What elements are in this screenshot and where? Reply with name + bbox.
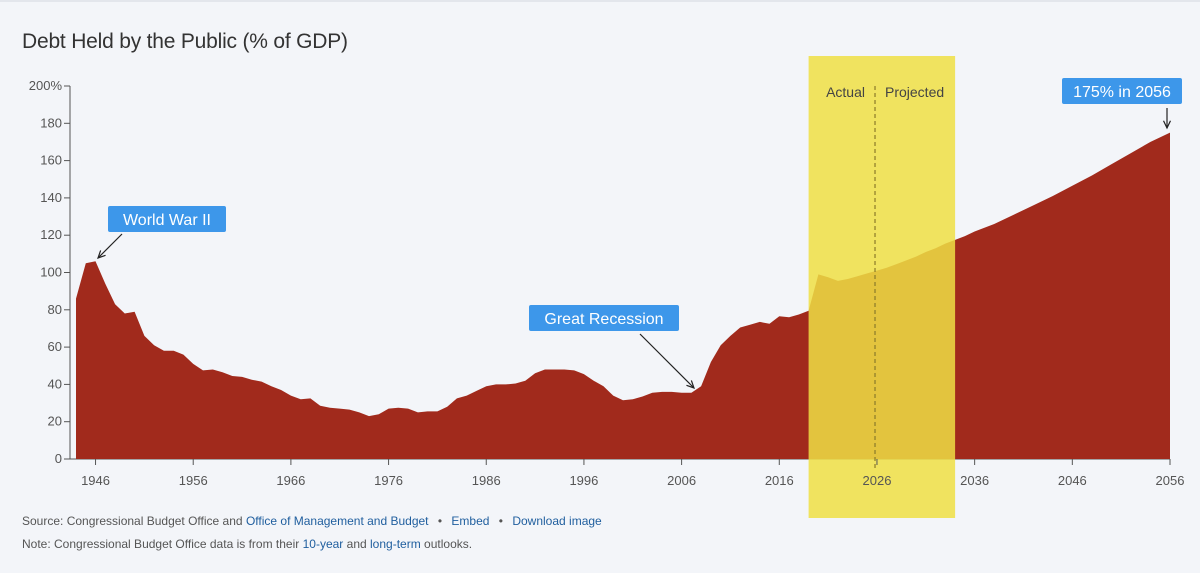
y-tick-label: 140: [40, 190, 62, 205]
projected-label: Projected: [885, 84, 944, 100]
download-image-link[interactable]: Download image: [512, 514, 602, 528]
world-war-ii-annotation-label: World War II: [123, 212, 211, 229]
y-tick-label: 20: [48, 414, 62, 429]
ten-year-link[interactable]: 10-year: [302, 537, 344, 551]
note-and-text: and: [346, 537, 367, 551]
y-tick-label: 80: [48, 302, 62, 317]
peak-2056-annotation-box: [1062, 78, 1182, 104]
embed-link[interactable]: Embed: [451, 514, 490, 528]
omb-link[interactable]: Office of Management and Budget: [245, 514, 429, 528]
great-recession-annotation-arrowhead: [686, 380, 695, 389]
x-tick-label: 2056: [1156, 473, 1185, 488]
x-tick-label: 2006: [667, 473, 696, 488]
x-tick-label: 2026: [863, 473, 892, 488]
x-tick-label: 1986: [472, 473, 501, 488]
peak-2056-annotation-label: 175% in 2056: [1073, 84, 1171, 101]
great-recession-annotation-arrow: [639, 333, 695, 389]
source-text: Source: Congressional Budget Office and: [22, 514, 243, 528]
y-tick-label: 200%: [29, 78, 63, 93]
x-tick-label: 2046: [1058, 473, 1087, 488]
note-text: Note: Congressional Budget Office data i…: [22, 537, 300, 551]
top-divider: [0, 0, 1200, 2]
source-line: Source: Congressional Budget Office and …: [22, 514, 602, 528]
world-war-ii-annotation-arrow: [97, 233, 123, 259]
great-recession-annotation-box: [529, 305, 679, 331]
y-tick-label: 120: [40, 227, 62, 242]
debt-area-series: [76, 132, 1170, 459]
world-war-ii-annotation-box: [108, 206, 226, 232]
long-term-link[interactable]: long-term: [370, 537, 421, 551]
actual-label: Actual: [826, 84, 865, 100]
note-line: Note: Congressional Budget Office data i…: [22, 537, 472, 551]
y-tick-label: 60: [48, 339, 62, 354]
projection-highlight-band: [808, 56, 956, 518]
y-tick-label: 100: [40, 265, 62, 280]
y-tick-label: 180: [40, 115, 62, 130]
x-tick-label: 2036: [960, 473, 989, 488]
separator-dot: •: [498, 514, 503, 528]
x-tick-label: 1956: [179, 473, 208, 488]
x-tick-label: 2016: [765, 473, 794, 488]
x-tick-label: 1946: [81, 473, 110, 488]
world-war-ii-annotation-arrowhead: [97, 250, 106, 259]
great-recession-annotation-label: Great Recession: [544, 311, 663, 328]
separator-dot: •: [437, 514, 443, 528]
y-tick-label: 40: [48, 376, 62, 391]
y-tick-label: 160: [40, 153, 62, 168]
chart-title: Debt Held by the Public (% of GDP): [22, 30, 348, 53]
x-tick-label: 1976: [374, 473, 403, 488]
x-tick-label: 1996: [569, 473, 598, 488]
x-tick-label: 1966: [276, 473, 305, 488]
y-tick-label: 0: [55, 451, 62, 466]
note-outlooks-text: outlooks.: [424, 537, 473, 551]
peak-2056-annotation-arrowhead: [1162, 120, 1172, 130]
